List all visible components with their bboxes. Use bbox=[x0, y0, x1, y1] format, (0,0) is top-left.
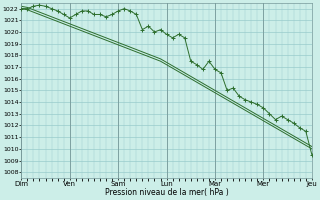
X-axis label: Pression niveau de la mer( hPa ): Pression niveau de la mer( hPa ) bbox=[105, 188, 228, 197]
